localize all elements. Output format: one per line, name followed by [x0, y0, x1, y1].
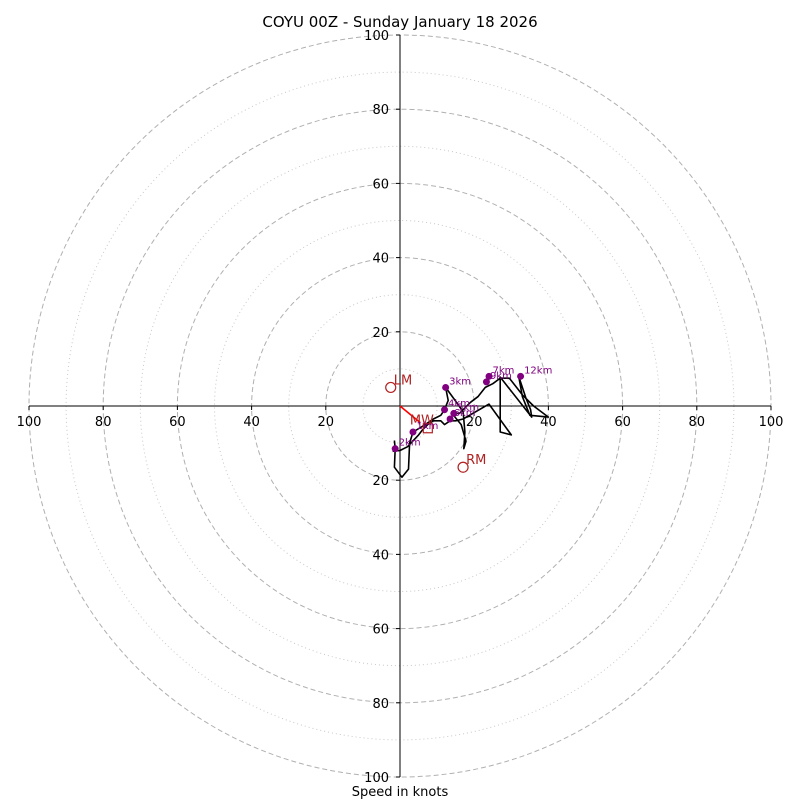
- x-tick-label: 40: [243, 415, 260, 430]
- storm-motion-label-lm: LM: [394, 373, 412, 388]
- x-tick-label: 80: [95, 415, 112, 430]
- storm-motion-marker-mw: [422, 423, 433, 434]
- height-label-6km: 6km: [454, 408, 476, 419]
- height-label-3km: 3km: [449, 376, 471, 387]
- storm-motion-marker-rm: [457, 461, 469, 473]
- height-label-4km: 4km: [448, 399, 470, 410]
- storm-motion-label-rm: RM: [466, 453, 486, 468]
- height-label-2km: 2km: [399, 438, 421, 449]
- hodograph-trace: [392, 375, 550, 479]
- y-tick-label: 60: [372, 623, 389, 638]
- height-marker-2km: [391, 445, 399, 453]
- height-marker-7km: [485, 372, 493, 380]
- y-tick-label: 20: [372, 326, 389, 341]
- height-marker-12km: [517, 372, 525, 380]
- shear-vector-line: [399, 405, 421, 424]
- height-marker-4km: [441, 406, 449, 414]
- x-tick-label: 20: [318, 415, 335, 430]
- x-tick-label: 100: [759, 415, 784, 430]
- x-tick-label: 20: [466, 415, 483, 430]
- y-tick-label: 100: [364, 771, 389, 786]
- height-label-12km: 12km: [524, 365, 552, 376]
- height-label-7km: 7km: [493, 365, 515, 376]
- y-tick-label: 40: [372, 548, 389, 563]
- y-tick-label: 100: [364, 29, 389, 44]
- x-tick-label: 40: [540, 415, 557, 430]
- x-tick-label: 80: [689, 415, 706, 430]
- tick-labels: 100 80 60 40 20 20 40 60 80 100 100 80 60 40 20 20 40 60 8…: [17, 29, 784, 786]
- height-label-9km: 9km: [490, 371, 512, 382]
- y-tick-label: 80: [372, 697, 389, 712]
- height-marker-5km: [450, 409, 458, 417]
- height-marker-6km: [446, 415, 454, 423]
- storm-motion-markers: LM RM MW: [385, 373, 486, 473]
- x-tick-label: 60: [169, 415, 186, 430]
- height-label-5km: 5km: [457, 402, 479, 413]
- y-tick-label: 80: [372, 103, 389, 118]
- storm-motion-marker-lm: [385, 381, 397, 394]
- x-tick-label: 100: [17, 415, 42, 430]
- y-tick-label: 60: [372, 177, 389, 192]
- y-tick-label: 40: [372, 252, 389, 267]
- y-tick-label: 20: [372, 474, 389, 489]
- storm-motion-label-mw: MW: [410, 413, 434, 428]
- chart-title: COYU 00Z - Sunday January 18 2026: [262, 13, 537, 31]
- height-marker-9km: [482, 378, 490, 386]
- x-tick-label: 60: [614, 415, 631, 430]
- height-marker-3km: [442, 383, 450, 391]
- x-axis-label: Speed in knots: [352, 785, 449, 800]
- height-label-1km: 1km: [416, 421, 438, 432]
- wind-trace-line: [392, 375, 550, 479]
- height-marker-1km: [409, 428, 417, 436]
